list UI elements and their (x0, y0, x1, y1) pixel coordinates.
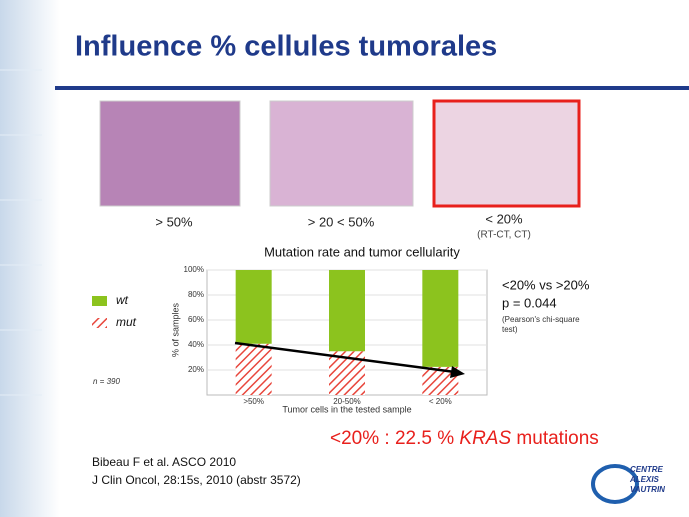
conclusion: <20% : 22.5 % KRAS mutations (330, 428, 599, 449)
chart-title: Mutation rate and tumor cellularity (264, 244, 460, 259)
conclusion-part: <20% : 22.5 % (330, 428, 459, 449)
stats-test: test) (502, 325, 518, 334)
y-tick-label: 40% (188, 340, 204, 349)
x-axis-label: Tumor cells in the tested sample (282, 404, 411, 414)
stats-comparison: <20% vs >20% (502, 277, 590, 292)
title-rule (55, 86, 689, 90)
stats-test: (Pearson's chi-square (502, 315, 580, 324)
image-caption: < 20% (485, 211, 523, 226)
sample-size: n = 390 (93, 377, 120, 386)
logo: CENTRE ALEXIS VAUTRIN (591, 464, 665, 504)
side-decoration (0, 0, 60, 517)
y-axis-label: % of samples (170, 302, 180, 357)
conclusion-part: KRAS (459, 428, 511, 449)
bar-segment (235, 343, 272, 395)
bar-segment (422, 270, 459, 367)
bar-segment (235, 270, 272, 344)
legend-label: wt (116, 293, 129, 307)
x-tick-label: < 20% (429, 397, 452, 406)
conclusion-part: mutations (511, 428, 599, 449)
image-caption: > 20 < 50% (308, 214, 375, 229)
trend-arrow (234, 341, 456, 374)
image-subcaption: (RT-CT, CT) (477, 230, 531, 241)
logo-text: CENTRE (630, 465, 664, 474)
logo-text: ALEXIS (629, 475, 660, 484)
image-caption: > 50% (155, 214, 193, 229)
y-tick-label: 100% (184, 265, 204, 274)
histology-image (432, 99, 581, 208)
stats-p-value: p = 0.044 (502, 295, 557, 310)
reference: Bibeau F et al. ASCO 2010 (92, 455, 236, 469)
logo-text: VAUTRIN (630, 485, 665, 494)
histology-image (99, 100, 241, 207)
y-tick-label: 80% (188, 290, 204, 299)
bar-segment (329, 270, 365, 352)
histology-image (269, 100, 414, 207)
side-lines (0, 69, 42, 396)
trend-arrowhead (450, 366, 465, 378)
reference: J Clin Oncol, 28:15s, 2010 (abstr 3572) (92, 473, 301, 487)
y-tick-label: 60% (188, 315, 204, 324)
x-tick-label: >50% (243, 397, 264, 406)
x-tick-label: 20-50% (333, 397, 361, 406)
legend-label: mut (116, 315, 137, 329)
y-tick-label: 20% (188, 365, 204, 374)
legend-swatch (92, 318, 107, 328)
legend-swatch (92, 296, 107, 306)
slide-title: Influence % cellules tumorales (75, 31, 497, 63)
